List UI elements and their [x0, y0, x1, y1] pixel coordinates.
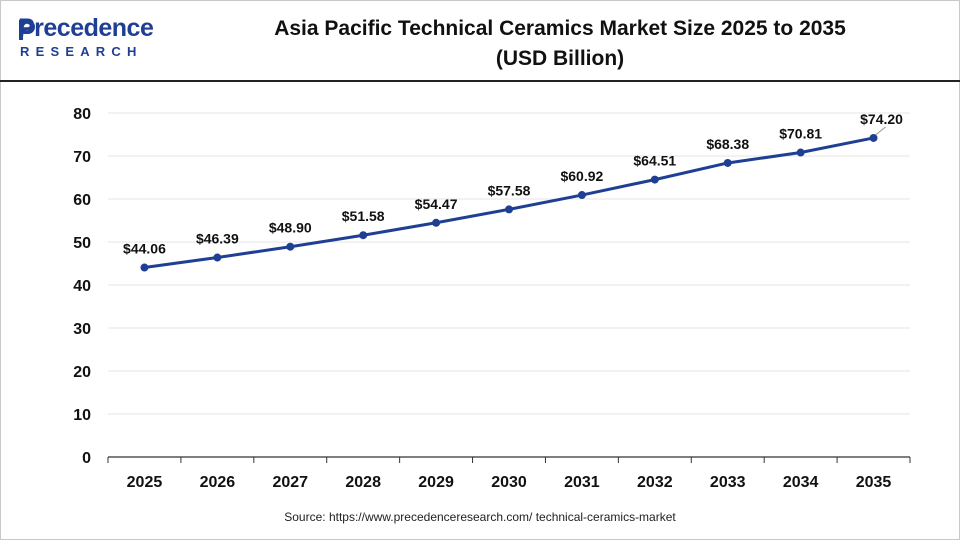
series-line [144, 136, 874, 270]
header: Precedence RESEARCH Asia Pacific Technic… [0, 0, 960, 82]
x-tick-label: 2034 [783, 474, 819, 491]
data-points [140, 133, 878, 272]
x-tick-label: 2026 [200, 474, 236, 491]
precedence-logo-icon [19, 20, 35, 40]
data-point [432, 218, 441, 227]
x-tick-label: 2028 [345, 474, 381, 491]
data-label-leader [875, 126, 886, 136]
data-label: $70.81 [779, 126, 822, 142]
y-tick-label: 60 [73, 192, 91, 209]
y-tick-labels: 0 10 20 30 40 50 60 70 80 [73, 106, 91, 467]
data-label: $64.51 [633, 153, 676, 169]
x-tick-label: 2031 [564, 474, 600, 491]
chart-title-line1: Asia Pacific Technical Ceramics Market S… [274, 17, 846, 40]
chart-title-line2: (USD Billion) [495, 47, 625, 70]
x-tick-label: 2029 [418, 474, 454, 491]
x-tick-label: 2025 [127, 474, 163, 491]
axes [107, 456, 911, 463]
data-label: $74.20 [860, 111, 903, 127]
data-label: $51.58 [342, 208, 385, 224]
data-point [577, 191, 586, 200]
data-label: $60.92 [560, 168, 603, 184]
data-point [505, 205, 513, 214]
y-tick-label: 0 [82, 450, 91, 467]
y-tick-label: 80 [73, 106, 91, 123]
x-tick-label: 2033 [710, 474, 746, 491]
y-tick-label: 70 [73, 149, 91, 166]
data-label: $48.90 [269, 220, 312, 236]
series-line [144, 136, 874, 270]
x-tick-label: 2032 [637, 474, 673, 491]
data-point [359, 231, 368, 240]
y-tick-label: 40 [73, 278, 91, 295]
data-point [286, 242, 295, 251]
chart-title: Asia Pacific Technical Ceramics Market S… [230, 14, 890, 74]
data-point [723, 158, 732, 167]
data-label: $46.39 [196, 231, 239, 247]
logo-sub-text: RESEARCH [20, 44, 143, 59]
x-tick-label: 2035 [856, 474, 892, 491]
x-tick-labels: 2025 2026 2027 2028 2029 2030 2031 2032 2033 2034… [127, 474, 892, 491]
y-tick-label: 30 [73, 321, 91, 338]
y-tick-label: 10 [73, 407, 91, 424]
data-point [869, 133, 878, 142]
y-tick-label: 20 [73, 364, 91, 381]
x-tick-label: 2030 [491, 474, 527, 491]
x-tick-label: 2027 [272, 474, 308, 491]
logo: Precedence RESEARCH [16, 14, 166, 64]
data-labels: $44.06 $46.39 $48.90 $51.58 $54.47 $57.58 $60.… [123, 111, 903, 257]
data-point [650, 175, 659, 184]
data-label: $68.38 [706, 136, 749, 152]
data-label: $44.06 [123, 241, 166, 257]
source-note: Source: https://www.precedenceresearch.c… [284, 510, 676, 524]
y-tick-label: 50 [73, 235, 91, 252]
logo-brand-text: Precedence [18, 14, 154, 42]
data-point [213, 253, 222, 262]
data-label: $57.58 [488, 182, 531, 198]
data-point [140, 263, 149, 272]
data-point [796, 148, 805, 157]
gridlines [108, 112, 910, 415]
data-label: $54.47 [415, 196, 458, 212]
